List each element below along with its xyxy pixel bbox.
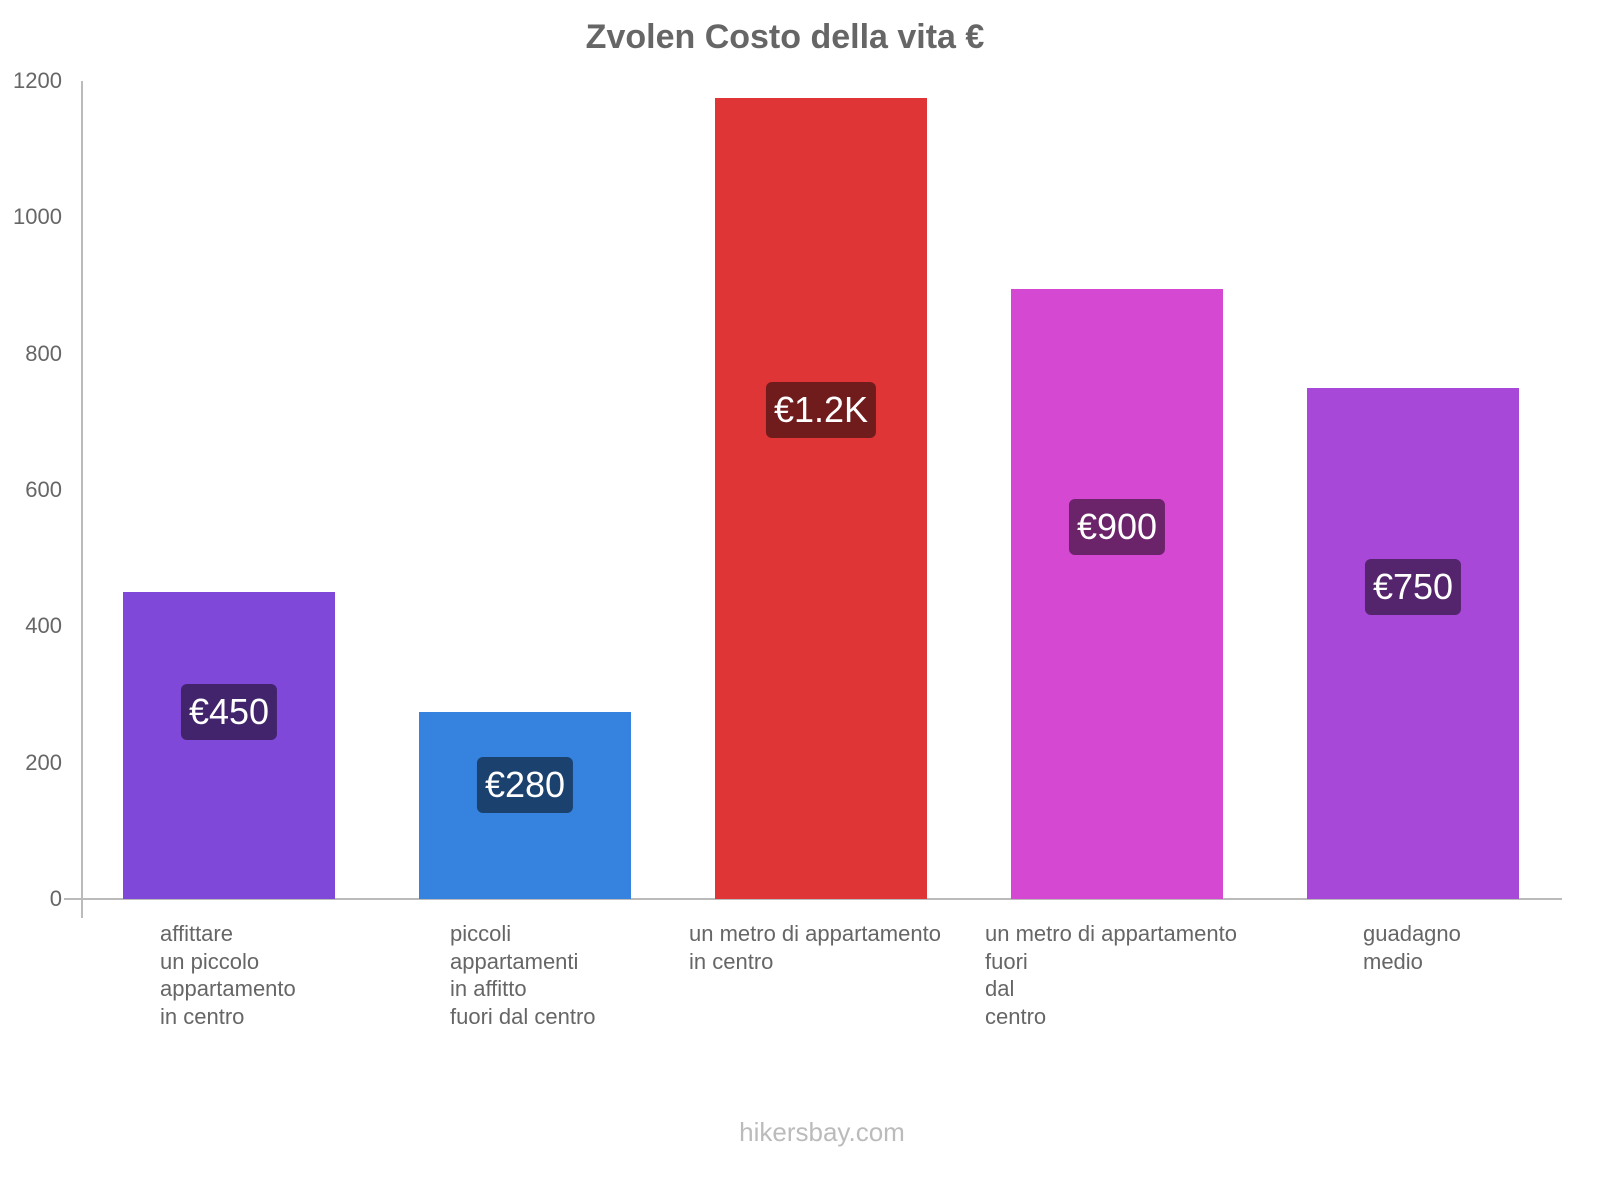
category-label-rent-small-center: affittare un piccolo appartamento in cen…	[160, 921, 296, 1029]
y-tick-400: 400	[25, 613, 62, 638]
chart-title: Zvolen Costo della vita €	[585, 18, 985, 56]
y-tick-600: 600	[25, 477, 62, 502]
bar-value-label: €750	[1364, 559, 1462, 616]
bar-value-label: €280	[476, 756, 574, 813]
y-tick-1000: 1000	[13, 204, 62, 229]
x-axis-line	[64, 898, 1562, 900]
bar-rent-small-center	[123, 592, 335, 899]
bar-value-label: €450	[180, 683, 278, 740]
category-label-sqm-outside: un metro di appartamento fuori dal centr…	[985, 921, 1237, 1029]
bar-sqm-center	[715, 98, 927, 899]
y-tick-200: 200	[25, 750, 62, 775]
y-axis-line	[81, 81, 83, 918]
y-tick-0: 0	[49, 886, 62, 911]
bar-average-income	[1307, 387, 1519, 899]
bar-value-label: €1.2K	[765, 382, 877, 439]
bar-sqm-outside	[1011, 288, 1223, 899]
category-label-average-income: guadagno medio	[1363, 921, 1461, 974]
bar-value-label: €900	[1068, 498, 1166, 555]
category-label-rent-small-outside: piccoli appartamenti in affitto fuori da…	[450, 921, 596, 1029]
category-label-sqm-center: un metro di appartamento in centro	[689, 921, 941, 974]
y-tick-1200: 1200	[13, 68, 62, 93]
footer-watermark: hikersbay.com	[739, 1117, 905, 1147]
y-tick-800: 800	[25, 341, 62, 366]
